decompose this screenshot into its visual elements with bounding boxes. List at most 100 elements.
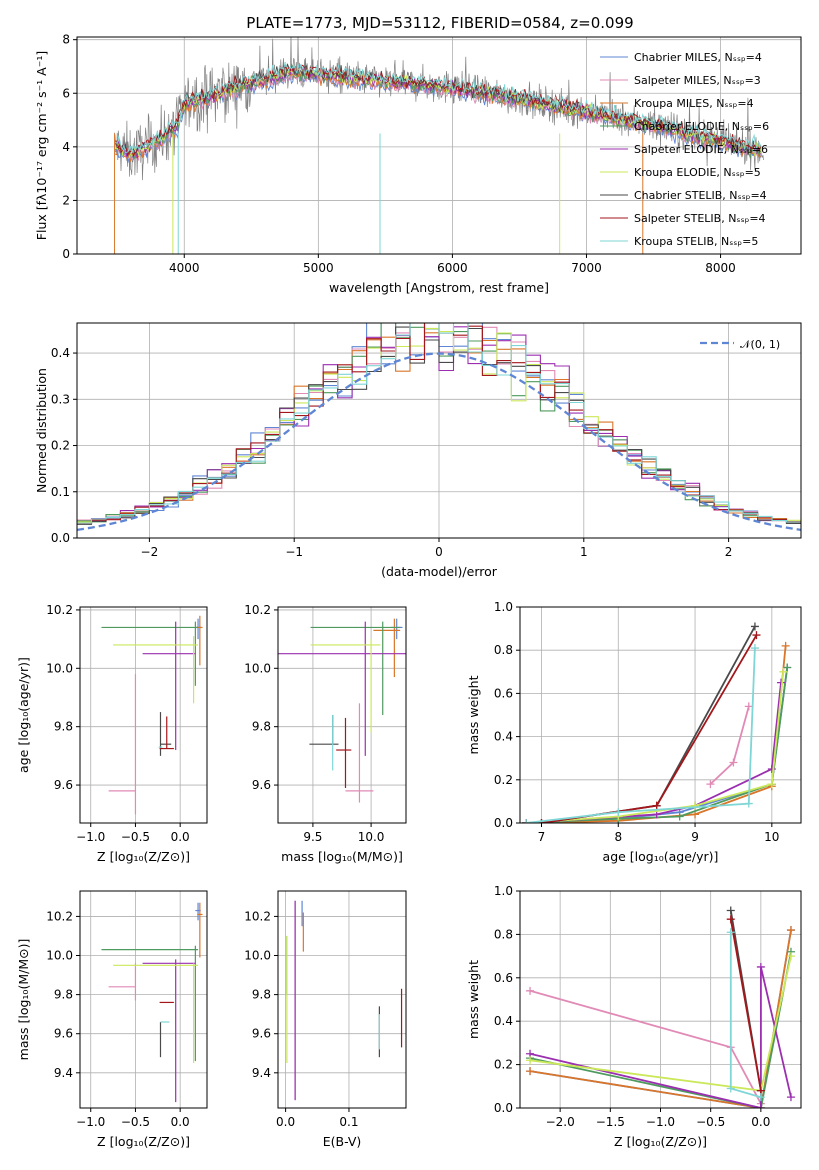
x-tick-label: 4000 (169, 261, 200, 275)
weight-line-8 (729, 919, 762, 1091)
weight-line-2 (709, 706, 750, 785)
y-tick-label: 9.4 (252, 1066, 271, 1080)
y-tick-label: 0.0 (494, 1101, 513, 1115)
x-tick-label: −1.5 (596, 1115, 625, 1129)
weight-line-3 (529, 929, 792, 1108)
axes-frame (277, 606, 407, 824)
y-tick-label: 0.3 (51, 392, 70, 406)
y-tick-label: 4 (62, 140, 70, 154)
weight-marker-8-4 (752, 631, 761, 640)
plot-area (77, 323, 801, 538)
x-tick-label: −1.0 (76, 830, 105, 844)
x-tick-label: 0.0 (171, 1115, 190, 1129)
y-tick-label: 10.2 (244, 603, 271, 617)
legend-label-7: Chabrier STELIB, Nₛₛₚ=4 (634, 189, 767, 202)
weight-marker-5-4 (786, 1093, 795, 1102)
weight-marker-5-4 (767, 765, 776, 773)
y-tick-label: 10.2 (46, 909, 73, 923)
x-tick-label: −0.5 (696, 1115, 725, 1129)
y-tick-label: 9.6 (252, 1027, 271, 1041)
x-tick-label: −0.5 (121, 830, 150, 844)
weight-marker-9-2 (726, 1084, 735, 1093)
x-tick-label: 0.0 (751, 1115, 770, 1129)
x-axis-label: mass [log₁₀(M/M⊙)] (281, 849, 403, 864)
weight-marker-7-4 (750, 622, 759, 631)
x-tick-label: 10 (764, 830, 779, 844)
x-tick-label: −1 (285, 545, 303, 559)
y-tick-label: 9.8 (252, 988, 271, 1002)
y-tick-label: 9.8 (54, 720, 73, 734)
legend: Chabrier MILES, Nₛₛₚ=4 Salpeter MILES, Nₛ… (600, 51, 769, 248)
panel-7: 0.0 0.1 9.4 9.6 9.8 10.0 10.2 E(B-V) (244, 890, 407, 1149)
x-tick-label: 8 (614, 830, 622, 844)
residual-hist-9 (77, 323, 801, 524)
x-tick-label: −1.0 (76, 1115, 105, 1129)
y-tick-label: 10.0 (46, 661, 73, 675)
legend-label-8: Salpeter STELIB, Nₛₛₚ=4 (634, 212, 766, 225)
y-tick-label: 10.0 (244, 661, 271, 675)
weight-marker-9-1 (522, 819, 531, 823)
x-tick-label: 7 (538, 830, 546, 844)
x-tick-label: 0.0 (276, 1115, 295, 1129)
weight-line-9 (729, 932, 762, 1099)
x-axis-label: Z [log₁₀(Z/Z⊙)] (97, 849, 190, 864)
y-tick-label: 9.6 (54, 778, 73, 792)
weight-marker-6-1 (526, 1056, 535, 1065)
panel-1: Chabrier MILES, Nₛₛₚ=4 Salpeter MILES, Nₛ… (34, 33, 802, 295)
weight-line-6 (526, 671, 785, 823)
y-tick-label: 0.6 (494, 971, 513, 985)
y-tick-label: 0.0 (494, 816, 513, 830)
weight-marker-9-3 (756, 1093, 765, 1102)
weight-marker-9-4 (750, 644, 759, 653)
y-tick-label: 0.0 (51, 531, 70, 545)
x-tick-label: −2.0 (546, 1115, 575, 1129)
y-axis-label: Flux [fλ10⁻¹⁷ erg cm⁻² s⁻¹ A⁻¹] (34, 51, 49, 240)
y-tick-label: 0.4 (494, 1014, 513, 1028)
x-tick-label: −0.5 (121, 1115, 150, 1129)
y-tick-label: 1.0 (494, 884, 513, 898)
y-tick-label: 8 (62, 33, 70, 47)
y-tick-label: 10.2 (46, 603, 73, 617)
x-axis-label: wavelength [Angstrom, rest frame] (329, 280, 549, 295)
y-tick-label: 10.0 (244, 949, 271, 963)
weight-marker-2-3 (744, 702, 753, 711)
x-tick-label: 2 (725, 545, 733, 559)
plot-area (80, 891, 207, 1108)
weight-marker-3-1 (526, 1067, 535, 1076)
weight-marker-2-1 (706, 780, 715, 789)
weight-line-8 (526, 634, 758, 823)
y-tick-label: 1.0 (494, 600, 513, 614)
weight-line-3 (526, 645, 787, 823)
plot-area (278, 891, 406, 1108)
plot-area (520, 607, 801, 823)
y-tick-label: 0.8 (494, 643, 513, 657)
y-axis-label: mass weight (466, 960, 481, 1039)
y-tick-label: 9.8 (54, 988, 73, 1002)
weight-line-5 (529, 966, 792, 1108)
model-spectrum-9 (114, 62, 762, 154)
x-tick-label: 5000 (303, 261, 334, 275)
y-tick-label: 10.0 (46, 949, 73, 963)
panel-3: −1.0 −0.5 0.0 9.6 9.8 10.0 10.2 Z [log₁₀(Z/Z⊙)]… (16, 603, 208, 864)
x-tick-label: −2 (141, 545, 159, 559)
y-tick-label: 0.2 (51, 439, 70, 453)
weight-marker-2-2 (729, 758, 738, 767)
weight-marker-5-2 (756, 1104, 765, 1108)
y-tick-label: 9.4 (54, 1066, 73, 1080)
y-tick-label: 0.8 (494, 927, 513, 941)
weight-line-1 (526, 667, 789, 823)
y-axis-label: mass [log₁₀(M/M⊙)] (16, 939, 31, 1061)
y-tick-label: 0.6 (494, 686, 513, 700)
x-axis-label: Z [log₁₀(Z/Z⊙)] (97, 1134, 190, 1149)
figure-title: PLATE=1773, MJD=53112, FIBERID=0584, z=0… (246, 14, 633, 32)
weight-marker-6-4 (767, 780, 776, 789)
weight-marker-6-5 (779, 667, 788, 676)
y-tick-label: 9.8 (252, 720, 271, 734)
weight-marker-8-3 (652, 801, 661, 810)
y-axis-label: age [log₁₀(age/yr)] (16, 657, 31, 773)
legend-label-9: Kroupa STELIB, Nₛₛₚ=5 (634, 235, 758, 248)
x-tick-label: 1 (580, 545, 588, 559)
legend-label-1: Chabrier MILES, Nₛₛₚ=4 (634, 51, 762, 64)
panel-8: −2.0 −1.5 −1.0 −0.5 0.0 0.0 0.2 0.4 0.6 0.8 1.0 Z [… (466, 884, 802, 1149)
